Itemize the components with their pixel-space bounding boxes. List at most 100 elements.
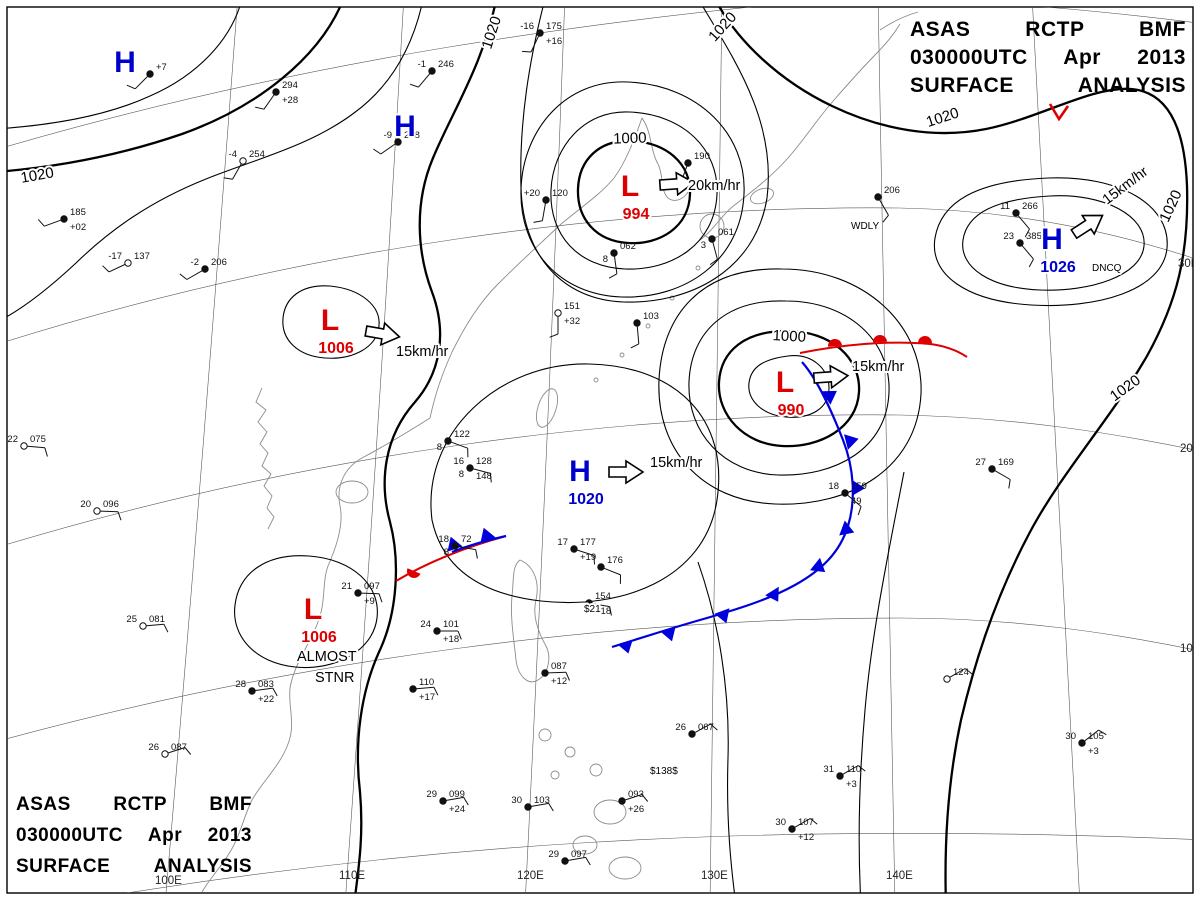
wind-barb-shaft — [27, 445, 45, 449]
wind-barb-shaft — [530, 35, 539, 53]
wind-barb-tick — [184, 747, 192, 755]
map-annotation-text: WDLY — [851, 221, 879, 232]
station-plot: 124 — [943, 667, 973, 683]
cloud-cover-symbol — [93, 507, 101, 515]
cloud-cover-symbol — [618, 797, 626, 805]
wind-barb-shaft — [134, 76, 148, 90]
station-plot: 30 103 — [511, 795, 554, 812]
wind-barb-shaft — [146, 623, 164, 627]
station-plot: 061 3 — [701, 227, 734, 266]
station-plot: +7 — [126, 62, 167, 90]
station-plot: 176 — [597, 555, 623, 584]
isobar-1004-low990 — [688, 300, 890, 476]
station-temperature: 30 — [1065, 731, 1076, 742]
cloud-cover-symbol — [610, 249, 618, 257]
isobar-high1026-inner — [962, 195, 1145, 291]
pressure-value: 994 — [623, 206, 650, 223]
cloud-cover-symbol — [561, 857, 569, 865]
station-temperature: 25 — [126, 614, 137, 625]
cloud-cover-symbol — [597, 563, 605, 571]
station-temperature: +20 — [524, 188, 540, 199]
station-pressure: 087 — [171, 742, 187, 753]
cloud-cover-symbol — [541, 669, 549, 677]
isobar-1008-low994 — [520, 81, 745, 298]
shikoku-island — [750, 187, 774, 205]
hokkaido-coast — [879, 11, 919, 31]
station-temperature: -1 — [418, 59, 426, 70]
station-dewpoint: 8 — [459, 469, 464, 480]
isobar-1020 — [718, 7, 1189, 893]
pressure-centers-layer: H H L 994 L 1006 H 1026 L 990 H 1020 L 1006 — [112, 44, 1078, 648]
cloud-cover-symbol — [874, 193, 882, 201]
map-annotation-text: DNCQ — [1092, 263, 1122, 274]
wind-barb-shaft — [446, 796, 464, 801]
station-extra-value: +18 — [443, 634, 459, 645]
movement-annotation: 15km/hr — [608, 453, 705, 485]
station-pressure: 169 — [998, 457, 1014, 468]
pressure-center-high: H — [112, 44, 138, 81]
wind-barb-tick — [710, 723, 718, 731]
map-border — [6, 6, 1194, 894]
title-line-1: ASAS RCTP BMF — [910, 18, 1186, 41]
station-temperature: -16 — [520, 21, 534, 32]
wind-barb-shaft — [625, 794, 643, 801]
isobar-1020 — [354, 7, 496, 893]
movement-speed-label: 20km/hr — [688, 178, 741, 194]
movement-arrow-icon — [364, 321, 401, 347]
cloud-cover-symbol — [409, 685, 417, 693]
station-pressure: 096 — [103, 499, 119, 510]
station-plot: 294+28 — [255, 80, 298, 110]
wind-barb-shaft — [636, 326, 640, 344]
station-pressure: 075 — [30, 434, 46, 445]
title-line-2: 030000UTC Apr 2013 — [16, 825, 252, 846]
wind-barb-shaft — [548, 671, 567, 674]
station-temperature: 26 — [148, 742, 159, 753]
station-extra-value: 49 — [851, 496, 862, 507]
station-plot: 185+02 — [37, 207, 86, 233]
wind-barb-tick — [565, 672, 570, 681]
hainan-island — [335, 480, 369, 504]
station-pressure: 110 — [846, 764, 861, 775]
pressure-center-high: H 1026 — [1038, 221, 1078, 278]
pressure-symbol: H — [394, 110, 416, 143]
station-pressure: 105 — [1088, 731, 1104, 742]
station-plot: 30 107 +12 — [775, 817, 818, 843]
wind-barb-shaft — [451, 441, 468, 449]
pressure-symbol: H — [569, 455, 591, 488]
station-plot: 31 110 +3 — [823, 764, 866, 790]
station-dewpoint: 8 — [603, 254, 608, 265]
movement-arrow-icon — [608, 459, 645, 485]
wind-barb-shaft — [994, 470, 1011, 480]
isobar-low1006-bottom — [234, 555, 378, 669]
cloud-cover-symbol — [684, 159, 692, 167]
wind-barb-tick — [548, 803, 554, 812]
wind-barb-tick — [163, 623, 169, 633]
station-temperature: 24 — [420, 619, 431, 630]
wind-barb-shaft — [879, 199, 889, 216]
cloud-cover-symbol — [239, 157, 247, 165]
wind-barb-tick — [223, 177, 233, 180]
station-plot: 30 105 +3 — [1065, 729, 1107, 757]
title-line-3: SURFACE ANALYSIS — [16, 856, 252, 877]
pressure-symbol: H — [1041, 223, 1063, 256]
station-pressure: 385 — [1026, 231, 1042, 242]
pressure-center-low: L 990 — [774, 364, 807, 421]
station-temperature: 22 — [7, 434, 18, 445]
longitude-label: 100E — [155, 875, 182, 887]
cloud-cover-symbol — [201, 265, 209, 273]
station-pressure: 185 — [70, 207, 86, 218]
pressure-symbol: H — [114, 46, 136, 79]
cloud-cover-symbol — [20, 442, 28, 450]
wind-barb-shaft — [842, 765, 859, 775]
station-pressure: 087 — [551, 661, 567, 672]
title-line-1: ASAS RCTP BMF — [16, 794, 252, 815]
station-plot: 206 — [874, 185, 900, 223]
station-plot: -9 268 — [373, 130, 420, 155]
station-extra-value: +9 — [364, 596, 375, 607]
station-plot: 16 128 8 148 — [453, 456, 492, 483]
wind-barb-shaft — [847, 494, 862, 507]
cloud-cover-symbol — [428, 67, 436, 75]
map-annotation-text: $138$ — [650, 766, 678, 777]
wind-barb-tick — [585, 857, 591, 866]
